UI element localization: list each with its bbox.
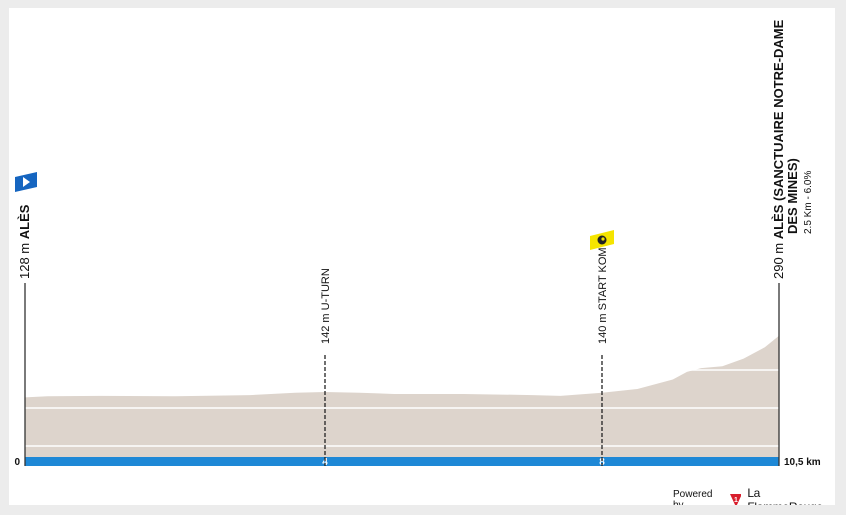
chart-panel: 0 4 8 10,5 km 128 m ALÈS 142 m U-TURN 140 m ST… [9,8,835,505]
x-tick-label: 0 [14,457,20,468]
distance-bar [25,457,779,466]
point-label: 140 m START KOM [597,247,609,344]
point-name-line2: DES MINES) [785,158,800,234]
kom-dot-inner [601,237,605,241]
climb-info: 2.5 Km - 6.0% [803,171,814,234]
point-name: START KOM [597,247,609,310]
point-label: 142 m U-TURN [320,268,332,344]
point-name: ALÈS [17,204,32,239]
svg-text:290 m ALÈS (SANCTUAIRE NOTRE-D: 290 m ALÈS (SANCTUAIRE NOTRE-DAME [771,19,786,279]
play-icon [23,177,30,187]
x-tick-label: 8 [599,457,605,468]
point-label: 128 m ALÈS [17,204,32,279]
brand-name: La FlammeRouge [747,486,823,505]
svg-text:128 m ALÈS: 128 m ALÈS [17,204,32,279]
powered-by-text: Powered by [673,489,713,505]
svg-text:142 m U-TURN: 142 m U-TURN [320,268,332,344]
x-tick-label: 4 [322,457,328,468]
flamme-rouge-logo-icon: 1 [729,494,742,505]
svg-text:1: 1 [734,497,738,504]
elevation-chart: 0 4 8 10,5 km 128 m ALÈS 142 m U-TURN 140 m ST… [14,19,821,468]
point-name: U-TURN [320,268,332,310]
svg-text:140 m START KOM: 140 m START KOM [597,247,609,344]
point-label: 290 m ALÈS (SANCTUAIRE NOTRE-DAME DES MIN… [771,19,814,279]
point-name: ALÈS (SANCTUAIRE NOTRE-DAME [771,19,786,239]
elevation-area [25,335,779,457]
point-elevation: 128 m [17,239,32,279]
x-tick-label: 10,5 km [784,457,821,468]
point-elevation: 140 m [597,310,609,344]
point-elevation: 142 m [320,310,332,344]
point-elevation: 290 m [771,239,786,279]
powered-by: Powered by 1 La FlammeRouge [673,486,835,505]
